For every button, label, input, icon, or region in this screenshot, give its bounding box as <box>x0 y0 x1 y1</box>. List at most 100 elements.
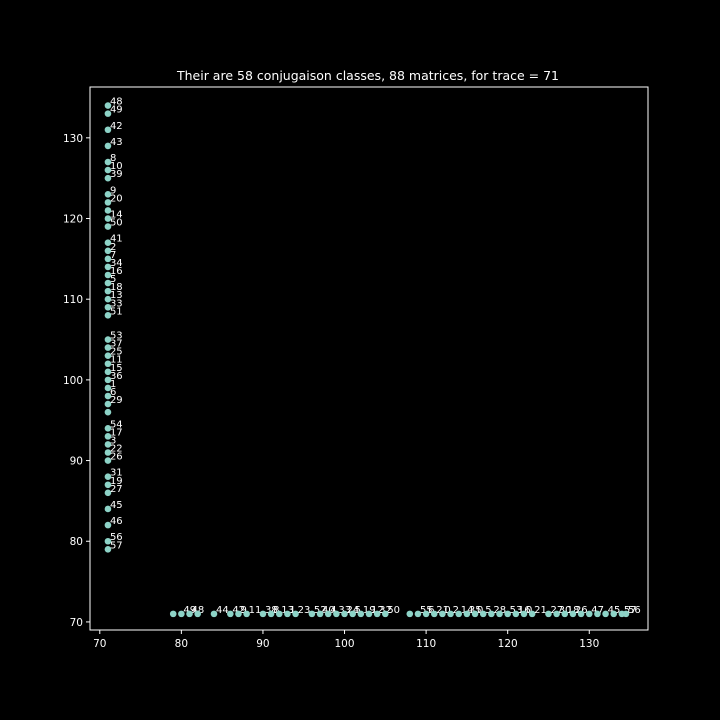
data-label: 26 <box>575 605 588 616</box>
data-point <box>341 610 348 618</box>
data-label: 53 <box>510 605 523 616</box>
data-point <box>349 610 356 618</box>
data-point <box>104 368 112 376</box>
data-point <box>104 271 112 279</box>
data-label: 45 <box>608 605 621 616</box>
data-point <box>178 610 185 618</box>
data-point <box>227 610 234 618</box>
y-tick-label: 100 <box>63 375 83 387</box>
data-point <box>622 610 630 618</box>
data-point <box>104 255 112 263</box>
data-label: 27 <box>550 605 563 616</box>
data-point <box>104 215 112 222</box>
data-label: 9 <box>240 605 246 616</box>
data-point <box>104 360 112 368</box>
data-label: 16 <box>518 605 531 616</box>
data-label: 57 <box>624 605 637 616</box>
data-point <box>308 610 316 618</box>
data-label: 17 <box>110 427 123 438</box>
x-tick-label: 90 <box>256 638 269 650</box>
data-label: 6 <box>110 387 116 398</box>
data-label: 43 <box>110 137 123 148</box>
data-point <box>479 610 487 618</box>
data-point <box>104 336 112 343</box>
data-label: 46 <box>110 516 123 527</box>
data-label: 56 <box>628 605 641 616</box>
data-label: 13 <box>110 290 123 301</box>
data-label: 11 <box>110 355 123 366</box>
data-label: 1 <box>289 605 295 616</box>
data-point <box>324 610 332 618</box>
data-point <box>243 610 250 618</box>
data-point <box>104 102 112 109</box>
data-point <box>104 521 112 529</box>
data-point <box>104 295 112 303</box>
data-label: 19 <box>363 605 376 616</box>
data-label: 35 <box>469 605 482 616</box>
data-label: 8 <box>110 153 116 164</box>
data-point <box>104 126 112 134</box>
y-tick-label: 110 <box>63 294 83 306</box>
data-label: 8 <box>273 605 279 616</box>
data-label: 33 <box>110 298 123 309</box>
data-label: 33 <box>338 605 351 616</box>
data-label: 11 <box>249 605 262 616</box>
data-point <box>259 610 267 618</box>
data-label: 50 <box>387 605 400 616</box>
data-point <box>561 610 569 618</box>
axes-frame <box>89 86 649 631</box>
data-point <box>357 610 365 618</box>
data-label: 24 <box>347 605 360 616</box>
data-point <box>520 610 528 618</box>
data-point <box>439 610 446 618</box>
data-label: 3 <box>110 435 116 446</box>
y-tick-label: 130 <box>63 133 83 145</box>
data-point <box>235 610 242 618</box>
data-label: 21 <box>436 605 449 616</box>
data-point <box>577 610 585 618</box>
data-point <box>365 610 373 618</box>
data-point <box>504 610 511 618</box>
data-point <box>414 610 422 618</box>
data-point <box>104 344 112 351</box>
x-tick-label: 110 <box>416 638 436 650</box>
data-point <box>104 384 112 392</box>
data-label: 54 <box>110 419 123 430</box>
data-label: 56 <box>110 532 123 543</box>
data-label: 41 <box>110 234 123 245</box>
data-label: 29 <box>110 395 123 406</box>
x-tick-label: 70 <box>93 638 106 650</box>
y-tick-label: 80 <box>70 536 83 548</box>
data-label: 38 <box>265 605 278 616</box>
data-point <box>104 174 112 182</box>
data-label: 55 <box>420 605 433 616</box>
data-point <box>186 610 193 618</box>
data-point <box>430 610 438 618</box>
data-point <box>447 610 454 618</box>
data-label: 13 <box>281 605 294 616</box>
data-point <box>569 610 577 618</box>
data-point <box>104 158 112 166</box>
data-point <box>267 610 275 618</box>
data-point <box>382 610 389 618</box>
data-point <box>104 287 112 295</box>
data-label: 42 <box>232 605 245 616</box>
data-label: 7 <box>110 250 116 261</box>
data-label: 28 <box>493 605 506 616</box>
data-label: 10 <box>110 161 123 172</box>
data-point <box>104 263 112 271</box>
data-label: 45 <box>110 500 123 511</box>
data-label: 52 <box>314 605 327 616</box>
data-label: 22 <box>110 443 123 454</box>
data-point <box>496 610 503 618</box>
data-point <box>104 303 112 311</box>
data-label: 12 <box>371 605 384 616</box>
data-point <box>373 610 381 618</box>
data-point <box>488 610 495 618</box>
data-point <box>104 400 112 408</box>
data-label: 20 <box>110 193 123 204</box>
data-label: 50 <box>110 218 123 229</box>
data-label: 27 <box>110 484 123 495</box>
data-label: 21 <box>534 605 547 616</box>
